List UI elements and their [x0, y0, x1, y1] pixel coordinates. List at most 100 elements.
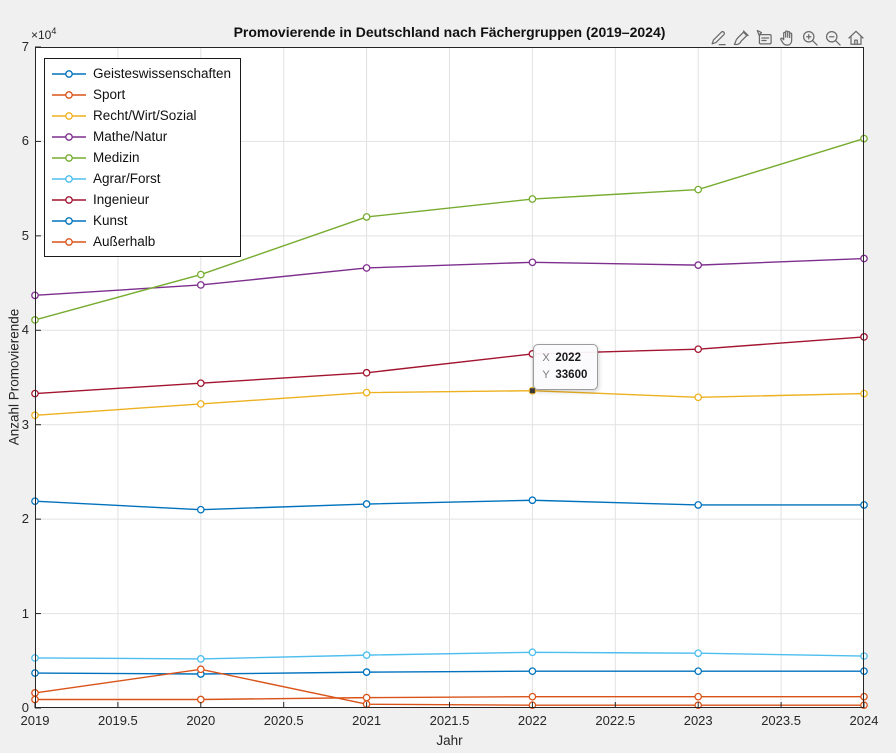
legend-label: Außerhalb — [93, 234, 156, 249]
zoom-out-button[interactable] — [822, 27, 843, 48]
pan-button[interactable] — [776, 27, 797, 48]
legend-item-medizin[interactable]: Medizin — [51, 147, 231, 168]
x-tick-label: 2023 — [683, 713, 713, 728]
series-line-geisteswissenschaften[interactable] — [34, 499, 864, 511]
datatip-x-row: X 2022 — [542, 350, 587, 367]
data-point-sport[interactable] — [196, 695, 205, 704]
zoom-in-icon — [802, 30, 818, 46]
series-line-agrar-forst[interactable] — [34, 651, 865, 660]
data-point-au-erhalb[interactable] — [196, 665, 205, 674]
legend-label: Mathe/Natur — [93, 129, 168, 144]
export-icon — [711, 30, 726, 45]
data-point-medizin[interactable] — [694, 185, 703, 194]
legend-item-geisteswissenschaften[interactable]: Geisteswissenschaften — [51, 63, 231, 84]
x-tick-label: 2022 — [517, 713, 547, 728]
legend-label: Ingenieur — [93, 192, 150, 207]
data-point-agrar-forst[interactable] — [196, 655, 205, 663]
data-point-recht-wirt-sozial[interactable] — [694, 393, 703, 402]
datatip-y-value: 33600 — [555, 368, 588, 381]
data-point-mathe-natur[interactable] — [362, 264, 371, 272]
datatip-icon — [756, 29, 772, 44]
x-tick-label: 2019 — [20, 713, 50, 728]
data-point-agrar-forst[interactable] — [362, 651, 371, 659]
y-tick-label: 5 — [21, 227, 29, 243]
export-button[interactable] — [707, 27, 728, 48]
data-point-recht-wirt-sozial[interactable] — [362, 388, 371, 397]
x-axis-label: Jahr — [436, 733, 463, 748]
legend-line-sample — [52, 111, 86, 120]
legend-item-mathe-natur[interactable]: Mathe/Natur — [51, 126, 231, 147]
axes-box — [35, 47, 864, 708]
data-point-mathe-natur[interactable] — [196, 281, 205, 289]
brush-icon — [733, 29, 749, 45]
data-point-sport[interactable] — [694, 692, 703, 701]
datatip-button[interactable] — [753, 27, 774, 48]
data-point-mathe-natur[interactable] — [694, 261, 703, 269]
y-axis-exponent: ×104 — [31, 26, 57, 42]
y-tick-label: 7 — [21, 39, 29, 54]
data-point-kunst[interactable] — [362, 668, 371, 676]
data-point-recht-wirt-sozial[interactable] — [196, 400, 205, 408]
legend-item-sport[interactable]: Sport — [51, 84, 231, 105]
data-point-ingenieur[interactable] — [694, 345, 703, 354]
datatip-anchor-marker[interactable] — [529, 388, 535, 394]
chart-title: Promovierende in Deutschland nach Fächer… — [233, 24, 666, 40]
data-point-geisteswissenschaften[interactable] — [196, 505, 205, 514]
legend-line-sample — [52, 195, 86, 204]
y-tick-label: 0 — [21, 700, 29, 715]
data-point-sport[interactable] — [528, 692, 537, 701]
data-point-medizin[interactable] — [528, 195, 537, 203]
legend-item-kunst[interactable]: Kunst — [51, 210, 231, 231]
x-tick-label: 2020.5 — [263, 713, 304, 728]
legend-line-sample — [52, 174, 86, 183]
zoom-in-button[interactable] — [799, 27, 820, 48]
series-line-recht-wirt-sozial[interactable] — [34, 390, 865, 416]
data-point-ingenieur[interactable] — [362, 368, 371, 377]
data-point-agrar-forst[interactable] — [694, 649, 703, 658]
y-tick-label: 4 — [21, 322, 29, 338]
axes-toolbar — [703, 27, 866, 48]
x-tick-label: 2023.5 — [761, 713, 801, 728]
data-point-kunst[interactable] — [694, 667, 703, 676]
datatip[interactable]: X 2022 Y 33600 — [533, 343, 599, 390]
series-line-mathe-natur[interactable] — [34, 257, 865, 297]
legend-item-au-erhalb[interactable]: Außerhalb — [51, 231, 231, 252]
data-point-sport[interactable] — [362, 693, 371, 702]
home-button[interactable] — [845, 27, 866, 48]
y-tick-label: 2 — [21, 511, 29, 527]
x-tick-label: 2019.5 — [98, 713, 138, 728]
brush-button[interactable] — [730, 27, 751, 48]
legend-line-sample — [52, 132, 86, 141]
data-point-medizin[interactable] — [362, 213, 371, 221]
pan-icon — [779, 29, 792, 46]
data-point-geisteswissenschaften[interactable] — [362, 500, 371, 508]
series-line-ingenieur[interactable] — [34, 336, 865, 395]
data-point-geisteswissenschaften[interactable] — [694, 501, 703, 509]
series-line-medizin[interactable] — [34, 137, 865, 321]
legend-item-agrar-forst[interactable]: Agrar/Forst — [51, 168, 231, 189]
legend-item-recht-wirt-sozial[interactable]: Recht/Wirt/Sozial — [51, 105, 231, 126]
legend-label: Geisteswissenschaften — [93, 66, 232, 81]
datatip-y-label: Y — [542, 368, 550, 381]
legend-label: Kunst — [93, 213, 128, 228]
data-point-ingenieur[interactable] — [196, 379, 205, 388]
legend-label: Agrar/Forst — [93, 171, 161, 186]
data-point-agrar-forst[interactable] — [528, 648, 537, 657]
legend-line-sample — [52, 237, 86, 246]
data-point-kunst[interactable] — [528, 667, 537, 676]
x-tick-label: 2022.5 — [595, 713, 636, 728]
legend-label: Recht/Wirt/Sozial — [93, 108, 197, 123]
y-tick-label: 3 — [21, 416, 29, 432]
data-point-medizin[interactable] — [196, 270, 205, 279]
series-line-sport[interactable] — [35, 695, 864, 701]
legend[interactable]: Geisteswissenschaften Sport Recht/Wirt/Soz… — [44, 58, 242, 257]
data-point-geisteswissenschaften[interactable] — [528, 496, 537, 505]
plot-area[interactable]: Geisteswissenschaften Sport Recht/Wirt/Soz… — [21, 39, 879, 728]
legend-line-sample — [52, 153, 86, 162]
zoom-out-icon — [825, 30, 841, 46]
legend-item-ingenieur[interactable]: Ingenieur — [51, 189, 231, 210]
legend-label: Medizin — [93, 150, 140, 165]
home-icon — [847, 30, 864, 45]
data-point-mathe-natur[interactable] — [528, 258, 537, 267]
